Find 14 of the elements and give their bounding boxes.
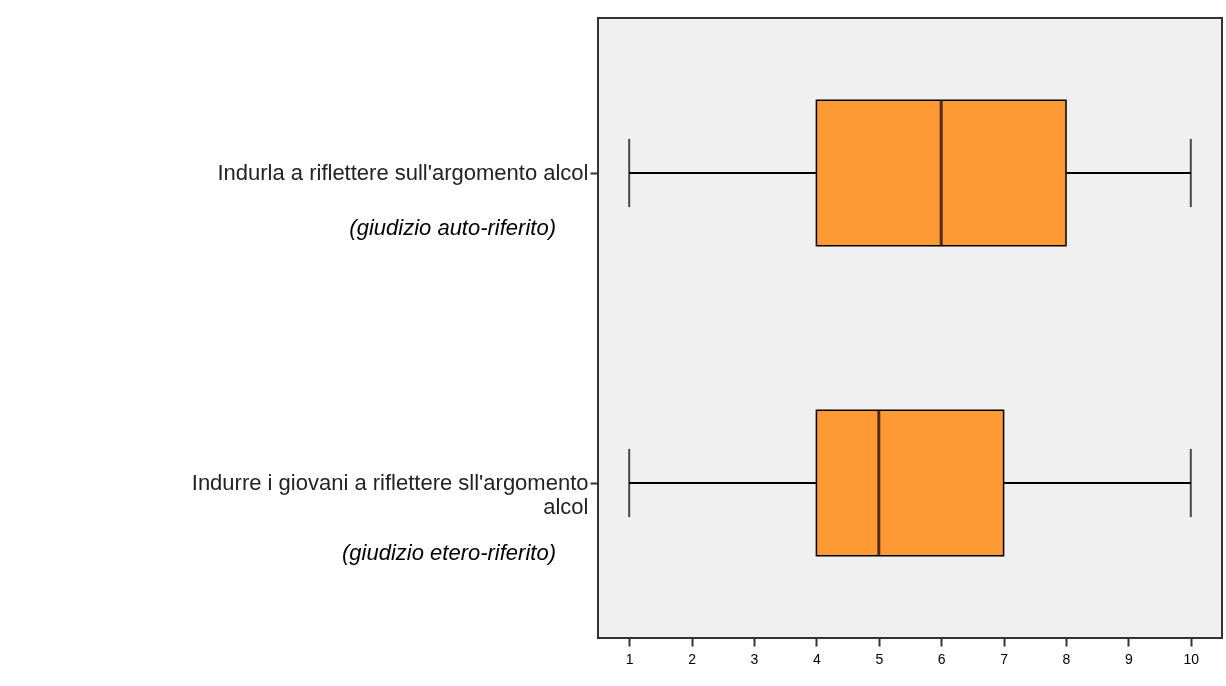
- x-tick-label: 1: [625, 650, 634, 667]
- y-tick-label: Indurre i giovani a riflettere sll'argomento alcol: [191, 470, 589, 519]
- y-tick-label: Indurla a riflettere sull'argomento alcol: [217, 160, 589, 185]
- x-tick-label: 9: [1125, 650, 1133, 667]
- x-tick-label: 2: [688, 650, 697, 667]
- x-tick-label: 4: [813, 650, 821, 667]
- x-tick-label: 8: [1062, 650, 1071, 667]
- x-tick-label: 6: [937, 650, 946, 667]
- text: (giudizio etero-riferito): [342, 540, 556, 565]
- x-tick-label: 7: [1000, 650, 1009, 667]
- x-tick-label: 3: [750, 650, 759, 667]
- text: (giudizio auto-riferito): [349, 215, 556, 240]
- x-tick-label: 5: [875, 650, 884, 667]
- x-tick-label: 10: [1183, 650, 1200, 667]
